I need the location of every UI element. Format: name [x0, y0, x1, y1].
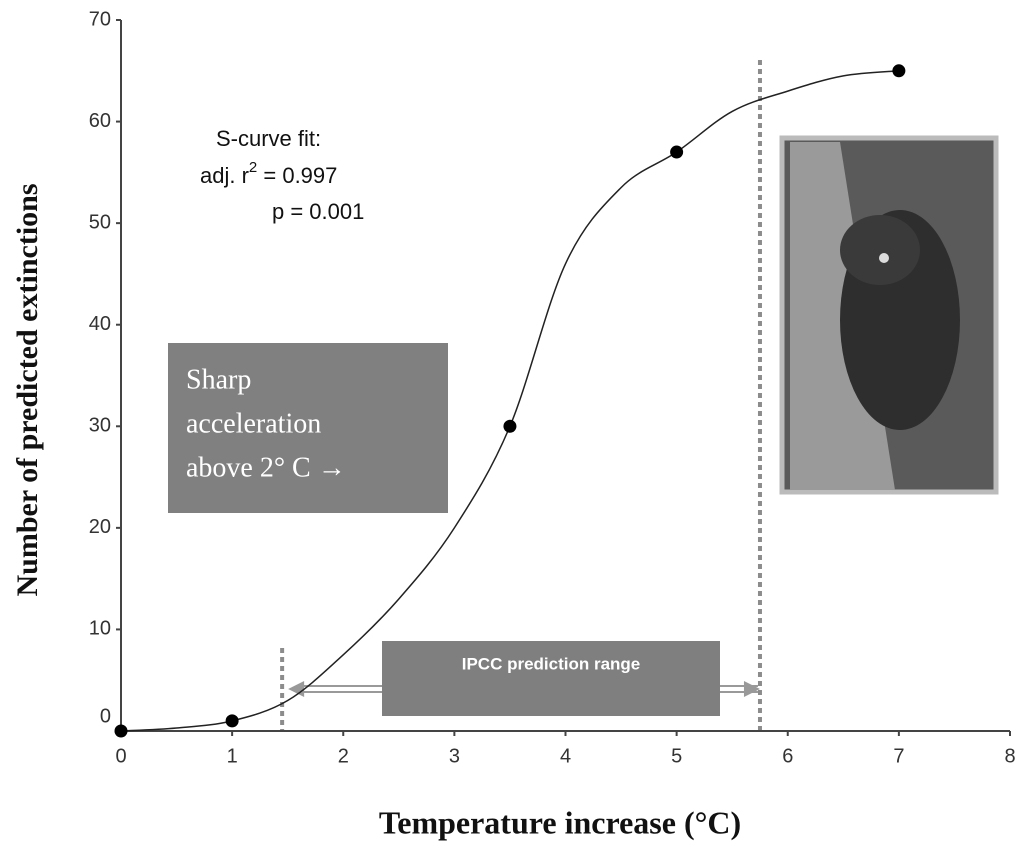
- y-tick-label: 10: [89, 618, 111, 640]
- callout-line: above 2° C →: [186, 452, 346, 483]
- x-tick-label: 4: [560, 745, 571, 767]
- x-tick-label: 0: [115, 745, 126, 767]
- data-point: [670, 145, 684, 159]
- callout-box: [168, 343, 448, 513]
- ipcc-label: IPCC prediction range: [462, 654, 641, 673]
- y-tick-label: 60: [89, 110, 111, 132]
- x-tick-label: 1: [227, 745, 238, 767]
- ipcc-box: [382, 641, 720, 716]
- y-axis-label: Number of predicted extinctions: [11, 183, 44, 596]
- x-axis-label: Temperature increase (°C): [379, 804, 741, 840]
- x-tick-label: 7: [893, 745, 904, 767]
- y-tick-label: 30: [89, 415, 111, 437]
- y-tick-label: 50: [89, 211, 111, 233]
- y-tick-label: 40: [89, 313, 111, 335]
- y-tick-label: 70: [89, 8, 111, 30]
- r2-prefix: adj. r: [200, 163, 249, 188]
- photo: [779, 135, 999, 495]
- fit-p: p = 0.001: [272, 199, 364, 224]
- fit-title: S-curve fit:: [216, 126, 321, 151]
- y-tick-label: 20: [89, 516, 111, 538]
- x-tick-label: 8: [1004, 745, 1015, 767]
- x-tick-label: 3: [449, 745, 460, 767]
- data-point: [225, 714, 239, 728]
- data-point: [892, 64, 906, 78]
- x-tick-label: 2: [338, 745, 349, 767]
- range-arrow-head: [743, 681, 760, 697]
- data-point: [114, 724, 128, 738]
- x-tick-label: 5: [671, 745, 682, 767]
- x-tick-label: 6: [782, 745, 793, 767]
- callout-line: Sharp: [186, 364, 251, 395]
- y-tick-label: 0: [100, 705, 111, 727]
- r2-sup: 2: [249, 159, 257, 176]
- range-arrow-head: [288, 681, 305, 697]
- data-point: [503, 419, 517, 433]
- r2-value: = 0.997: [257, 163, 337, 188]
- callout-line: acceleration: [186, 408, 321, 439]
- fit-r2: adj. r2 = 0.997: [200, 159, 337, 188]
